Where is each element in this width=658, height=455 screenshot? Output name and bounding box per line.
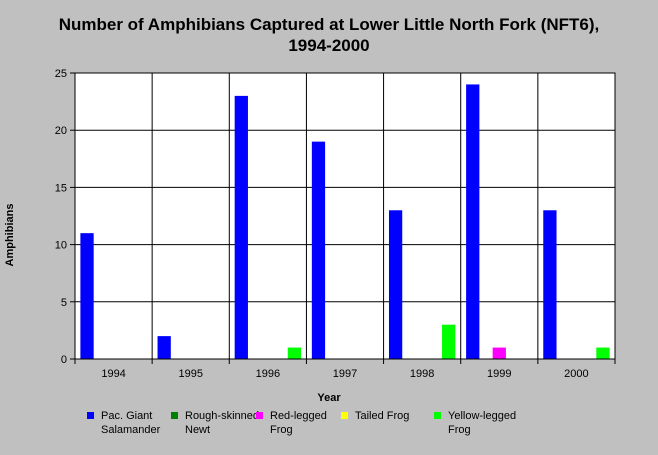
x-tick-label-1995: 1995 [178, 368, 202, 380]
bar-0-2000 [543, 210, 557, 359]
y-tick-label-3: 15 [55, 182, 67, 194]
legend-label-0: Pac. Giant Salamander [101, 410, 161, 436]
legend-label-1: Rough-skinned Newt [185, 410, 259, 436]
legend-item-1: Rough-skinned Newt [171, 409, 259, 437]
bar-4-2000 [596, 347, 610, 359]
x-tick-label-1996: 1996 [256, 368, 280, 380]
y-tick-label-0: 0 [61, 354, 67, 366]
legend-swatch-3 [341, 412, 348, 419]
bar-0-1994 [80, 233, 94, 359]
x-tick-label-1999: 1999 [487, 368, 511, 380]
y-axis-label: Amphibians [4, 203, 16, 267]
x-tick-label-1998: 1998 [410, 368, 434, 380]
y-tick-label-4: 20 [55, 125, 67, 137]
plot-area [75, 73, 615, 359]
legend-label-2: Red-legged Frog [270, 410, 327, 436]
bar-0-1996 [234, 95, 248, 359]
bar-4-1998 [442, 324, 456, 359]
x-axis-label: Year [317, 392, 341, 404]
plot-frame [74, 72, 616, 360]
legend-item-4: Yellow-legged Frog [434, 409, 516, 437]
legend-swatch-4 [434, 412, 441, 419]
bar-0-1998 [388, 210, 403, 359]
chart-title-line-2: 1994-2000 [288, 36, 370, 55]
legend: Pac. Giant Salamander Rough-skinned Newt R… [0, 409, 658, 449]
x-tick-label-1997: 1997 [333, 368, 357, 380]
bar-2-1999 [492, 347, 506, 359]
bar-0-1999 [466, 84, 480, 359]
bar-0-1995 [157, 336, 171, 359]
legend-swatch-1 [171, 412, 178, 419]
bar-4-1996 [287, 347, 302, 359]
legend-label-3: Tailed Frog [355, 410, 410, 422]
legend-label-4: Yellow-legged Frog [448, 410, 517, 436]
y-tick-label-1: 5 [61, 297, 67, 309]
chart-title: Number of Amphibians Captured at Lower L… [0, 14, 658, 56]
legend-swatch-2 [256, 412, 263, 419]
legend-item-3: Tailed Frog [341, 409, 409, 423]
x-tick-label-2000: 2000 [564, 368, 588, 380]
y-tick-label-2: 10 [55, 240, 67, 252]
legend-swatch-0 [87, 412, 94, 419]
x-tick-label-1994: 1994 [101, 368, 125, 380]
legend-item-0: Pac. Giant Salamander [87, 409, 160, 437]
y-tick-label-5: 25 [55, 68, 67, 80]
chart-title-line-1: Number of Amphibians Captured at Lower L… [58, 15, 600, 34]
bar-0-1997 [311, 141, 326, 359]
legend-item-2: Red-legged Frog [256, 409, 327, 437]
